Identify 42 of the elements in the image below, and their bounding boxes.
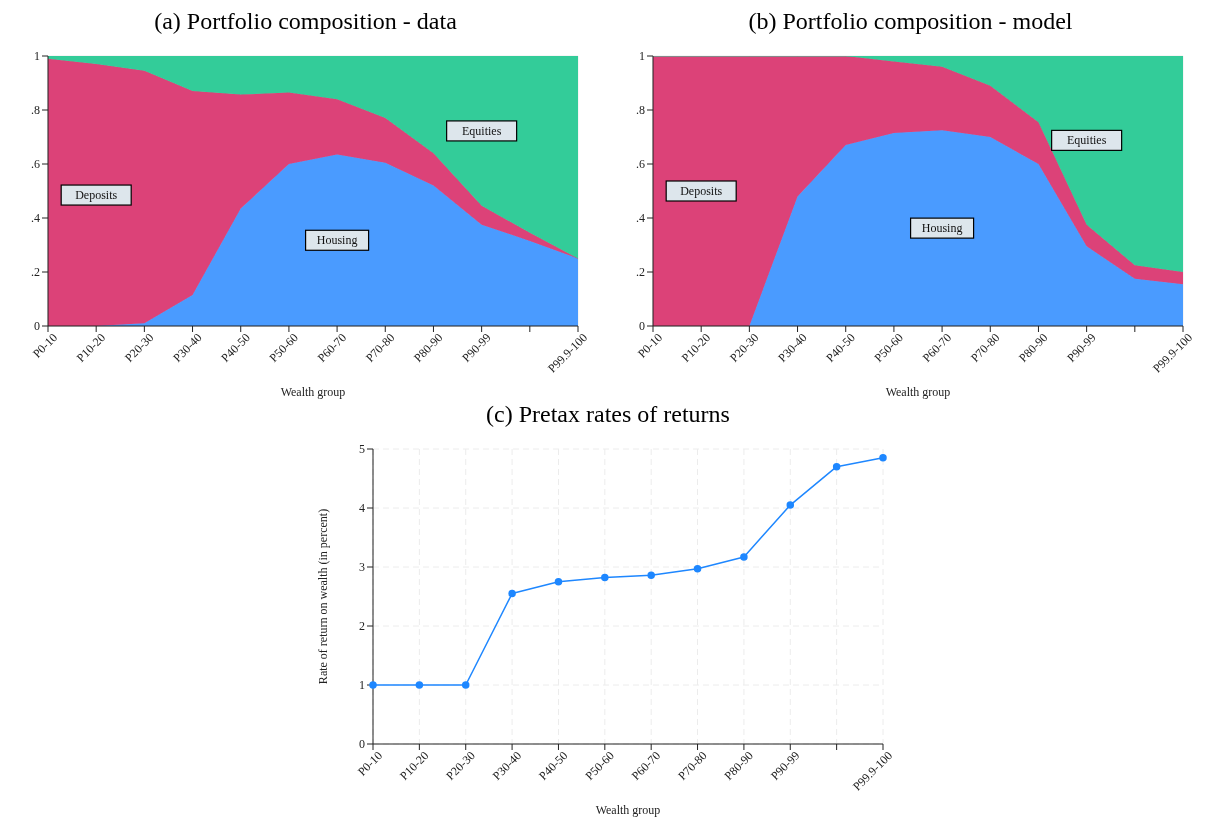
y-tick-label: 0 [359, 737, 365, 752]
x-axis-title: Wealth group [595, 803, 661, 817]
series-label: Equities [1066, 133, 1107, 148]
y-tick-label: .2 [31, 265, 40, 280]
x-axis-title: Wealth group [280, 385, 346, 399]
point [879, 454, 887, 462]
y-tick-label: 1 [639, 49, 645, 64]
chart-title: (c) Pretax rates of returns [485, 401, 731, 429]
series-label: Deposits [75, 188, 118, 203]
chart-title: (b) Portfolio composition - model [747, 8, 1074, 36]
y-tick-label: 1 [34, 49, 40, 64]
y-tick-label: .8 [636, 103, 645, 118]
point [693, 565, 702, 573]
point [601, 573, 609, 582]
y-tick-label: .6 [31, 157, 40, 172]
y-tick-label: 3 [359, 560, 365, 575]
point [461, 681, 470, 689]
y-tick-label: .6 [636, 157, 645, 172]
y-tick-label: 4 [359, 501, 365, 516]
point [647, 571, 655, 580]
y-tick-label: 5 [359, 442, 365, 457]
series-label: Equities [461, 123, 502, 138]
y-tick-label: 2 [359, 619, 365, 634]
y-tick-label: .8 [31, 103, 40, 118]
y-axis-title: Rate of return on wealth (in percent) [316, 508, 331, 685]
series-label: Housing [921, 221, 963, 236]
y-tick-label: 0 [639, 319, 645, 334]
point [508, 589, 516, 598]
y-tick-label: .2 [636, 265, 645, 280]
x-axis-title: Wealth group [885, 385, 951, 399]
y-tick-label: 0 [34, 319, 40, 334]
chart-title: (a) Portfolio composition - data [153, 8, 458, 36]
y-tick-label: 1 [359, 678, 365, 693]
y-tick-label: .4 [636, 211, 645, 226]
series-label: Housing [316, 233, 358, 248]
point [786, 501, 795, 509]
point [554, 578, 563, 586]
series-label: Deposits [680, 184, 723, 198]
point [415, 681, 424, 689]
point [832, 462, 841, 471]
point [740, 553, 748, 561]
y-tick-label: .4 [31, 211, 40, 226]
